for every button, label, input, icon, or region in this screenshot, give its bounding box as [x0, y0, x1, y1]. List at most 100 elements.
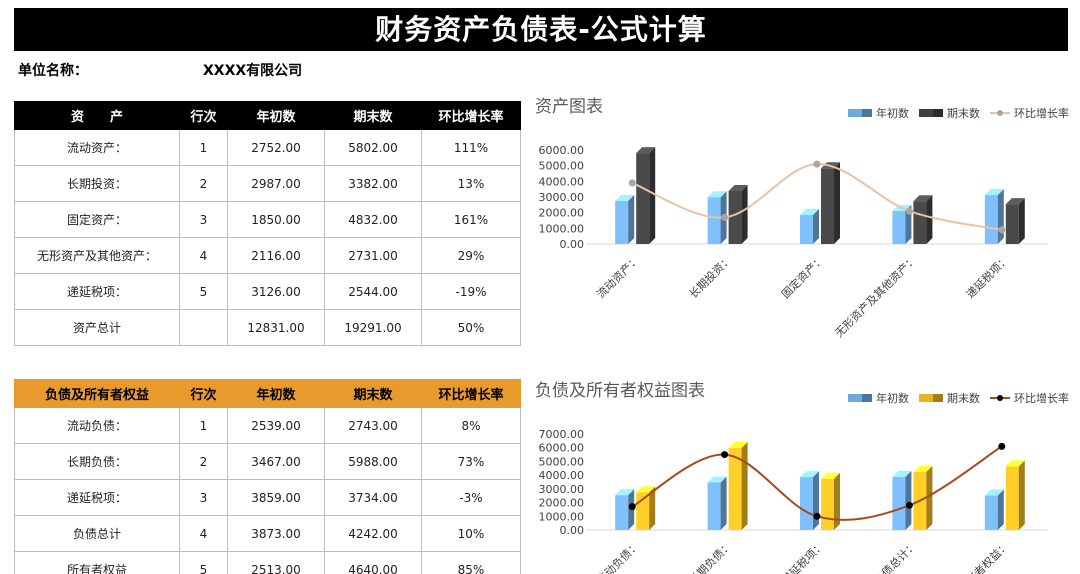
y-tick-label: 4000.00 — [539, 469, 585, 482]
assets-table-cell[interactable]: 2987.00 — [227, 165, 325, 202]
liabilities-table-cell[interactable]: 3467.00 — [227, 443, 325, 480]
liabilities-table-cell[interactable]: 85% — [421, 551, 521, 574]
bar-begin-top — [984, 489, 1004, 496]
bar-begin-face — [984, 195, 998, 244]
liabilities-table-cell[interactable]: 负债总计 — [14, 515, 180, 552]
legend-bar-swatch — [919, 109, 933, 117]
liabilities-table-cell[interactable]: 3734.00 — [324, 479, 422, 516]
liabilities-table-row: 长期负债： 2 3467.00 5988.00 73% — [14, 443, 521, 480]
bar-end-top — [728, 441, 748, 448]
y-tick-label: 7000.00 — [539, 428, 585, 441]
liabilities-table-row: 负债总计 4 3873.00 4242.00 10% — [14, 515, 521, 552]
bar-end-side — [834, 162, 840, 244]
assets-table-cell[interactable]: 固定资产： — [14, 201, 180, 238]
liabilities-table-cell[interactable]: -3% — [421, 479, 521, 516]
growth-point — [721, 451, 729, 459]
liabilities-table-cell[interactable]: 2513.00 — [227, 551, 325, 574]
liabilities-table-cell[interactable]: 10% — [421, 515, 521, 552]
assets-table-header-cell: 年初数 — [227, 101, 325, 130]
bar-begin-top — [892, 470, 912, 477]
liabilities-table-cell[interactable]: 2 — [179, 443, 228, 480]
liabilities-table-cell[interactable]: 所有者权益 — [14, 551, 180, 574]
liabilities-table-cell[interactable]: 流动负债： — [14, 407, 180, 444]
assets-table-cell[interactable]: 1850.00 — [227, 201, 325, 238]
liabilities-table-cell[interactable]: 长期负债： — [14, 443, 180, 480]
bar-begin-face — [800, 477, 813, 530]
assets-table-cell[interactable]: 4832.00 — [324, 201, 422, 238]
bar-begin — [707, 476, 727, 530]
bar-end-side — [926, 465, 933, 530]
assets-table-cell[interactable]: 递延税项： — [14, 273, 180, 310]
liabilities-table-cell[interactable]: 5 — [179, 551, 228, 574]
assets-table-cell[interactable]: 资产总计 — [14, 309, 180, 346]
assets-table-cell[interactable]: 3126.00 — [227, 273, 325, 310]
bar-begin-side — [720, 476, 727, 530]
y-tick-label: 0.00 — [560, 524, 585, 537]
bar-begin-top — [707, 191, 727, 198]
y-tick-label: 6000.00 — [539, 442, 585, 455]
liabilities-table-cell[interactable]: 5988.00 — [324, 443, 422, 480]
assets-table-header-cell: 资 产 — [14, 101, 180, 130]
liabilities-chart: 负债及所有者权益图表 年初数 期末数 环比增长率 0.00 1000.00 2000.00 3… — [528, 376, 1076, 574]
bar-begin-side — [628, 194, 635, 244]
liabilities-table-cell[interactable]: 4 — [179, 515, 228, 552]
bar-begin-top — [707, 476, 727, 483]
liabilities-table-cell[interactable]: 8% — [421, 407, 521, 444]
assets-table-cell[interactable]: 19291.00 — [324, 309, 422, 346]
assets-table-cell[interactable]: 50% — [421, 309, 521, 346]
assets-table-cell[interactable]: 2 — [179, 165, 228, 202]
x-tick-label: 固定资产： — [778, 252, 827, 301]
liabilities-table-cell[interactable]: 3873.00 — [227, 515, 325, 552]
assets-table-cell[interactable]: 161% — [421, 201, 521, 238]
x-tick-label: 流动负债： — [594, 538, 643, 574]
assets-table-cell[interactable]: 3382.00 — [324, 165, 422, 202]
assets-table-cell[interactable]: 5 — [179, 273, 228, 310]
bar-begin-top — [615, 489, 635, 496]
bar-end — [821, 162, 840, 244]
assets-table-cell[interactable]: 2731.00 — [324, 237, 422, 274]
bar-begin-top — [800, 209, 819, 216]
liabilities-table-cell[interactable]: 递延税项： — [14, 479, 180, 516]
liabilities-table-cell[interactable]: 4242.00 — [324, 515, 422, 552]
liabilities-table-cell[interactable]: 3859.00 — [227, 479, 325, 516]
bar-begin-top — [800, 471, 819, 478]
bar-begin — [707, 191, 727, 244]
assets-table-cell[interactable]: 流动资产： — [14, 129, 180, 166]
assets-table-row: 固定资产： 3 1850.00 4832.00 161% — [14, 201, 521, 238]
liabilities-table-cell[interactable]: 1 — [179, 407, 228, 444]
assets-table-cell[interactable] — [179, 309, 228, 346]
assets-table-cell[interactable]: 5802.00 — [324, 129, 422, 166]
bar-end — [913, 465, 933, 530]
bar-end-top — [913, 465, 933, 472]
assets-table-cell[interactable]: 2116.00 — [227, 237, 325, 274]
liabilities-table-cell[interactable]: 73% — [421, 443, 521, 480]
assets-table-cell[interactable]: 13% — [421, 165, 521, 202]
bar-end-face — [1005, 204, 1019, 244]
assets-table-cell[interactable]: 12831.00 — [227, 309, 325, 346]
assets-table-cell[interactable]: 29% — [421, 237, 521, 274]
assets-table-cell[interactable]: 长期投资： — [14, 165, 180, 202]
assets-table-cell[interactable]: 1 — [179, 129, 228, 166]
assets-table-cell[interactable]: 2544.00 — [324, 273, 422, 310]
bar-end-top — [728, 185, 748, 192]
liabilities-table-cell[interactable]: 3 — [179, 479, 228, 516]
assets-table-header-cell: 期末数 — [324, 101, 422, 130]
assets-table-cell[interactable]: 111% — [421, 129, 521, 166]
liabilities-table-cell[interactable]: 2743.00 — [324, 407, 422, 444]
bar-end-side — [649, 147, 656, 244]
y-tick-label: 0.00 — [560, 238, 585, 251]
bar-begin-side — [813, 471, 819, 530]
assets-table-cell[interactable]: 4 — [179, 237, 228, 274]
liabilities-table-cell[interactable]: 2539.00 — [227, 407, 325, 444]
y-tick-label: 4000.00 — [539, 175, 585, 188]
liabilities-table-cell[interactable]: 4640.00 — [324, 551, 422, 574]
assets-table-cell[interactable]: 无形资产及其他资产： — [14, 237, 180, 274]
assets-table-cell[interactable]: 2752.00 — [227, 129, 325, 166]
assets-table-cell[interactable]: 3 — [179, 201, 228, 238]
bar-begin — [800, 209, 819, 244]
assets-table-cell[interactable]: -19% — [421, 273, 521, 310]
bar-end-face — [636, 492, 650, 530]
y-tick-label: 3000.00 — [539, 191, 585, 204]
liabilities-table-header-cell: 行次 — [179, 379, 228, 408]
assets-table: 资 产行次 年初数 期末数 环比增长率 流动资产： 1 2752.00 5802.00 111… — [14, 101, 521, 346]
